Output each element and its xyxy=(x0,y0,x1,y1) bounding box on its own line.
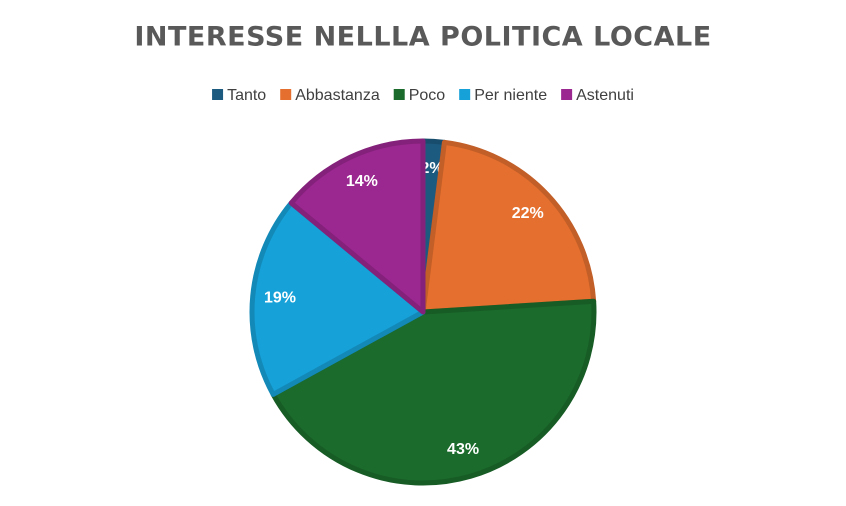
pie-slice xyxy=(249,200,426,397)
legend-label: Tanto xyxy=(227,87,266,104)
legend-swatch xyxy=(459,89,471,100)
value-label: 43% xyxy=(447,441,479,458)
legend-swatch xyxy=(280,89,292,100)
chart-title: INTERESSE NELLLA POLITICA LOCALE xyxy=(134,22,711,53)
legend-swatch xyxy=(561,89,573,100)
value-label: 22% xyxy=(512,205,544,222)
pie-slice xyxy=(270,298,597,486)
legend-label: Poco xyxy=(409,87,446,104)
value-label: 14% xyxy=(346,173,378,190)
legend-label: Per niente xyxy=(474,87,547,104)
pie-slice xyxy=(420,139,597,315)
legend-label: Astenuti xyxy=(576,87,634,104)
pie-slice xyxy=(288,138,426,315)
legend-swatch xyxy=(393,89,405,100)
value-label: 19% xyxy=(264,290,296,307)
legend: Tanto Abbastanza Poco Per niente Astenuti xyxy=(212,87,634,104)
legend-swatch xyxy=(212,89,224,100)
value-label: 2% xyxy=(420,160,443,177)
legend-label: Abbastanza xyxy=(295,87,380,104)
